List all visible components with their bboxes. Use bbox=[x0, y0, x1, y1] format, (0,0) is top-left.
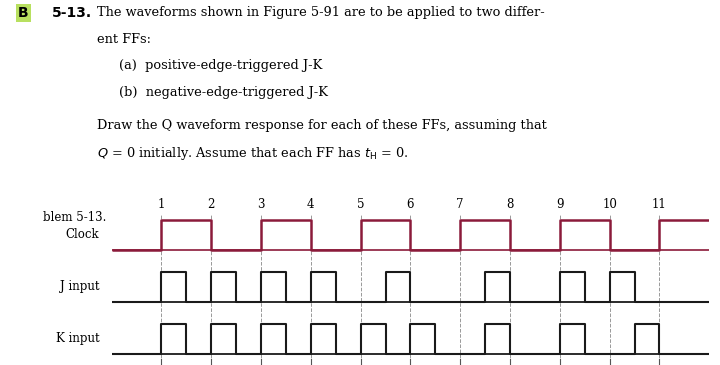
Text: 9: 9 bbox=[556, 198, 564, 211]
Text: 6: 6 bbox=[407, 198, 414, 211]
Text: 1: 1 bbox=[158, 198, 165, 211]
Text: ent FFs:: ent FFs: bbox=[97, 33, 151, 46]
Text: 11: 11 bbox=[652, 198, 667, 211]
Text: blem 5-13.: blem 5-13. bbox=[42, 211, 106, 224]
Text: 3: 3 bbox=[257, 198, 265, 211]
Text: (b)  negative-edge-triggered J-K: (b) negative-edge-triggered J-K bbox=[119, 86, 328, 99]
Text: 5-13.: 5-13. bbox=[52, 6, 92, 20]
Text: B: B bbox=[18, 6, 29, 20]
Text: 2: 2 bbox=[207, 198, 215, 211]
Text: Clock: Clock bbox=[66, 228, 99, 242]
Text: The waveforms shown in Figure 5-91 are to be applied to two differ-: The waveforms shown in Figure 5-91 are t… bbox=[97, 6, 545, 19]
Text: Draw the Q waveform response for each of these FFs, assuming that: Draw the Q waveform response for each of… bbox=[97, 119, 547, 131]
Text: 7: 7 bbox=[456, 198, 464, 211]
Text: 10: 10 bbox=[602, 198, 617, 211]
Text: 4: 4 bbox=[307, 198, 315, 211]
Text: J input: J input bbox=[60, 280, 99, 293]
Text: 5: 5 bbox=[357, 198, 364, 211]
Text: $Q$ = 0 initially. Assume that each FF has $t_{\mathrm{H}}$ = 0.: $Q$ = 0 initially. Assume that each FF h… bbox=[97, 145, 409, 162]
Text: 8: 8 bbox=[506, 198, 513, 211]
Text: (a)  positive-edge-triggered J-K: (a) positive-edge-triggered J-K bbox=[119, 59, 322, 72]
Text: K input: K input bbox=[55, 333, 99, 346]
